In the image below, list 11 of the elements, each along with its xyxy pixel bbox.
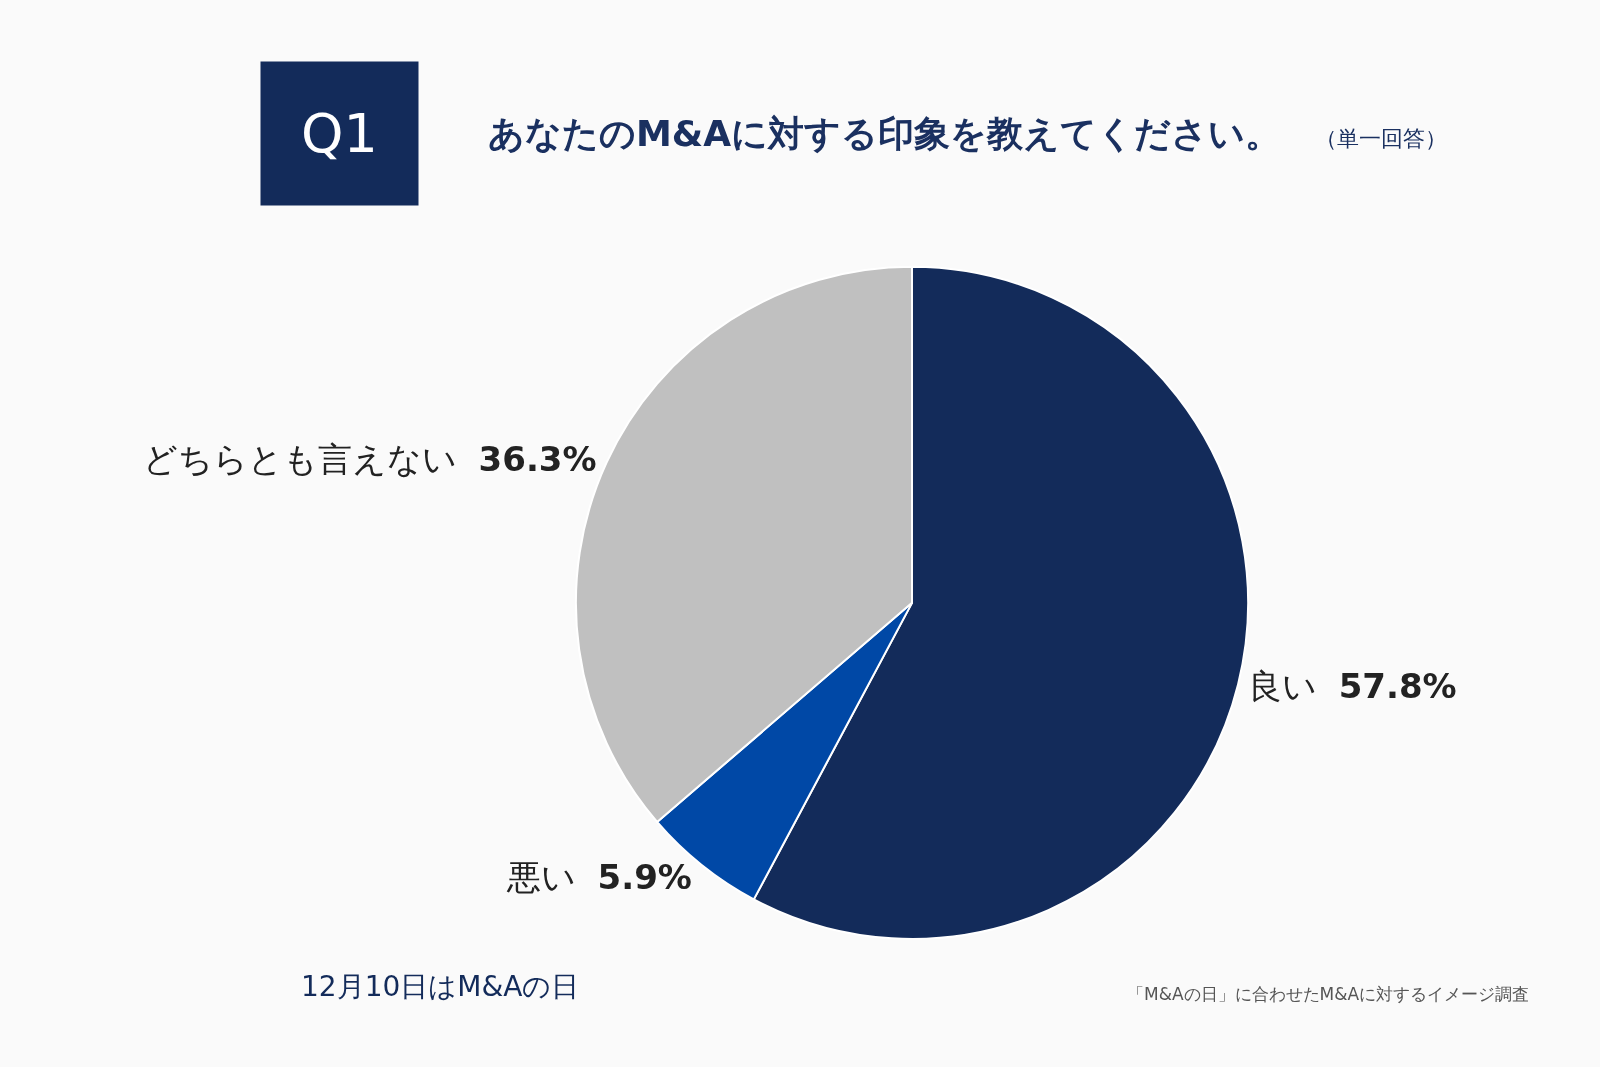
slice-label: 良い	[1248, 665, 1318, 706]
text: 「M&Aの日」に合わせたM&Aに対するイメージ調査	[1127, 984, 1530, 1004]
text: 12月10日はM&Aの日	[301, 970, 580, 1003]
chart-subtitle: （単一回答）	[1315, 126, 1448, 151]
slice-label: 悪い	[506, 857, 576, 898]
chart-title: あなたのM&Aに対する印象を教えてください。	[488, 113, 1282, 154]
data-label: 36.3%	[478, 439, 597, 480]
text: Q1	[301, 102, 378, 165]
slice-label: どちらとも言えない	[142, 439, 457, 480]
data-label: 5.9%	[597, 857, 692, 898]
data-label: 57.8%	[1338, 665, 1457, 706]
